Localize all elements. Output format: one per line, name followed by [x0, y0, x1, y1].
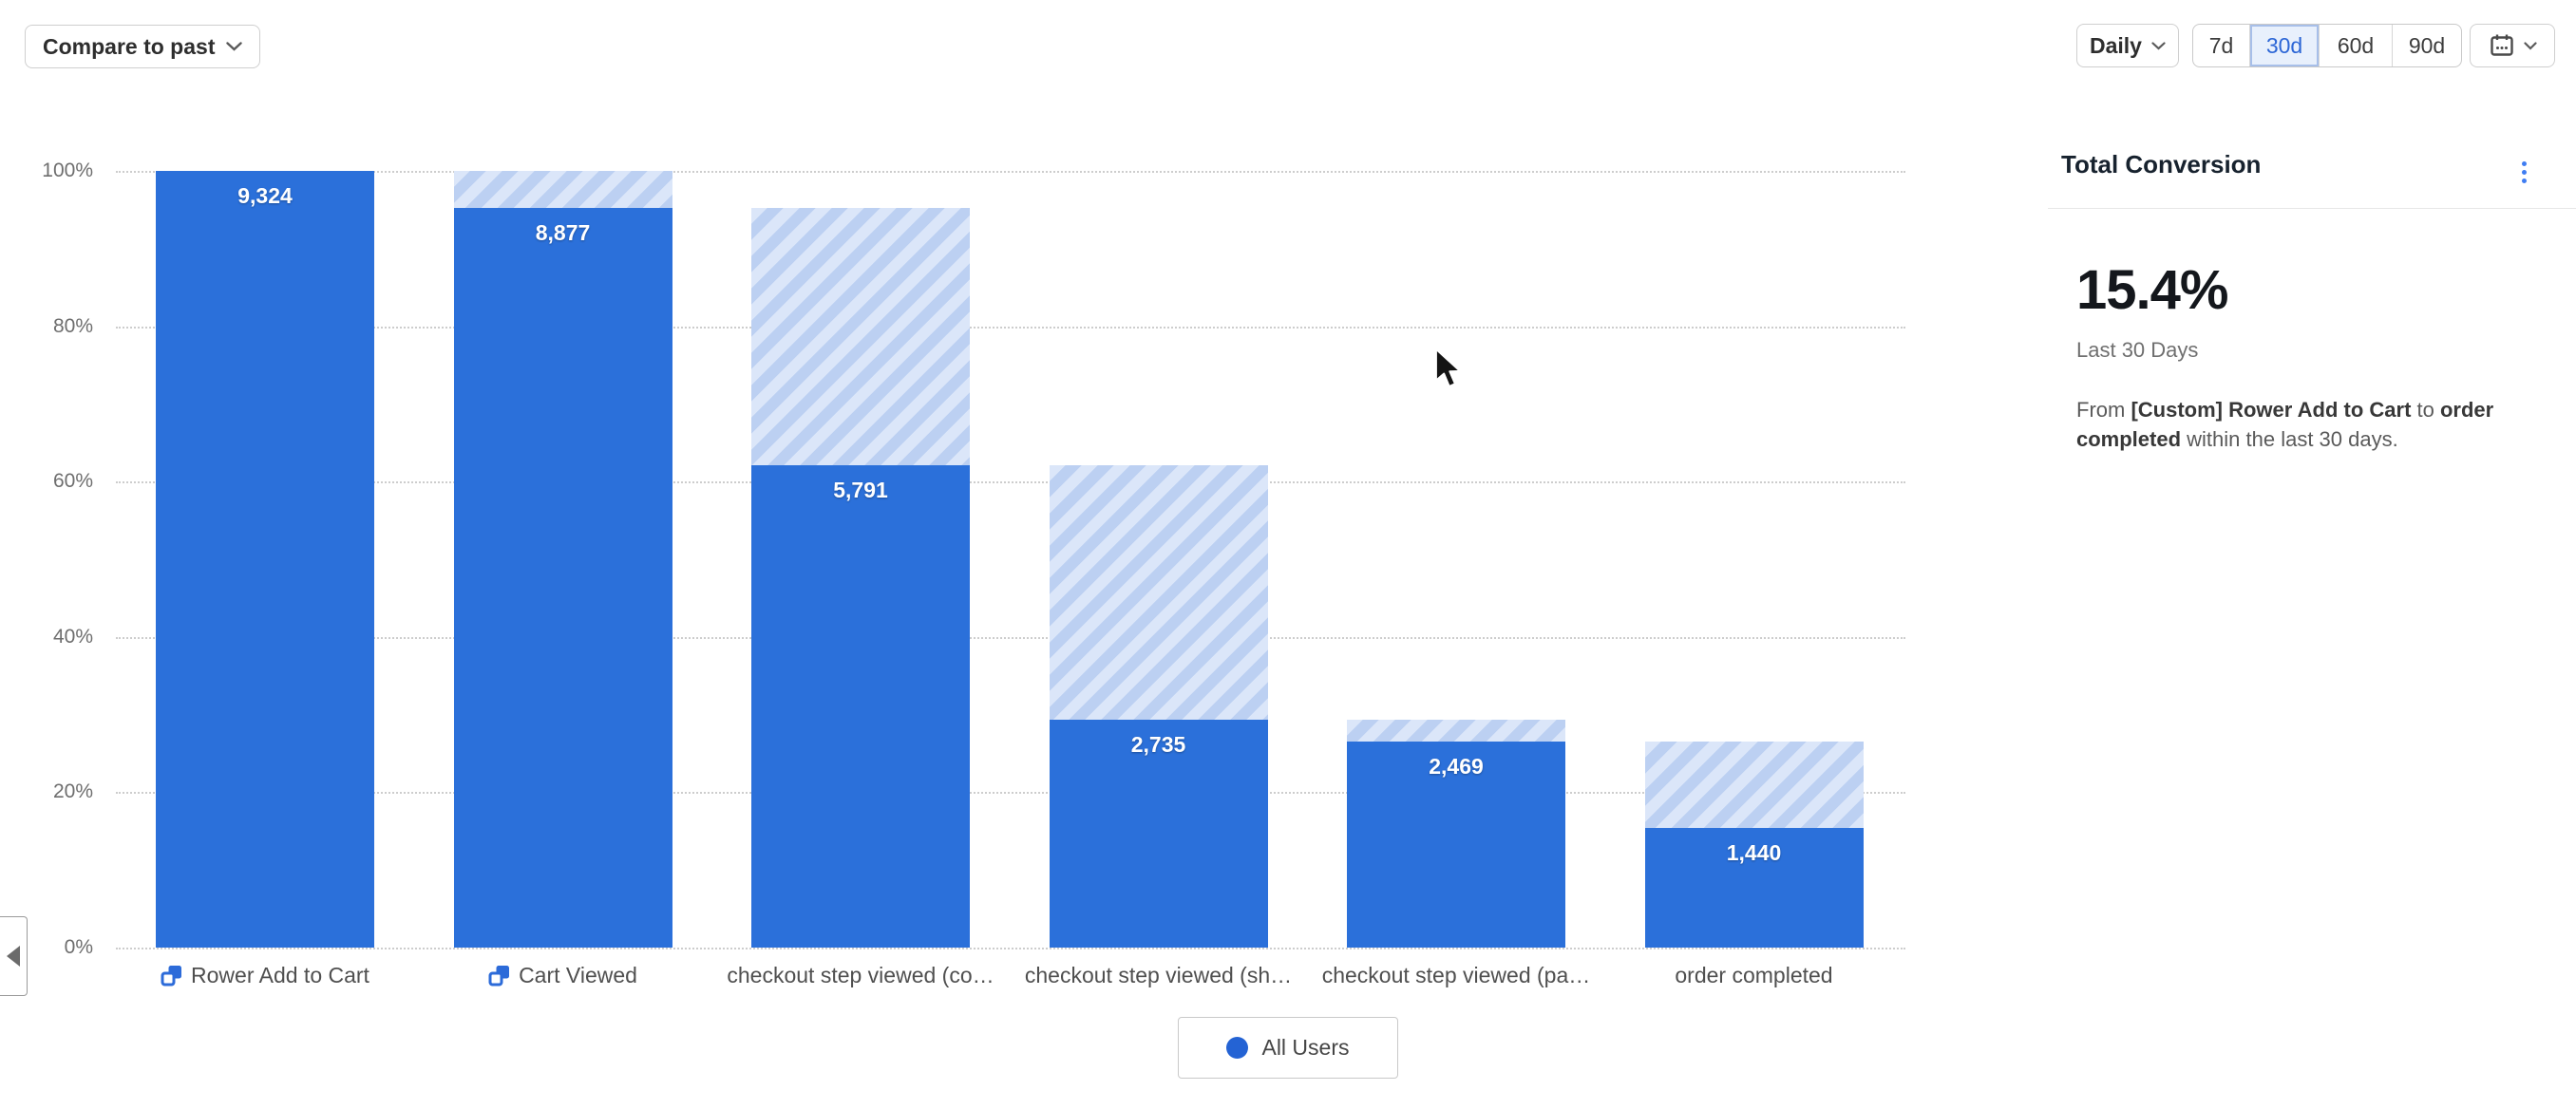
- bar-hatch-segment[interactable]: [1644, 742, 1864, 829]
- gridline: [116, 948, 1905, 949]
- y-axis-label: 80%: [52, 314, 93, 337]
- compare-to-past-button[interactable]: Compare to past: [25, 25, 261, 68]
- bar-value-label: 8,877: [535, 220, 591, 246]
- legend-chip[interactable]: All Users: [1178, 1017, 1398, 1079]
- funnel-bar[interactable]: 9,324: [156, 171, 374, 948]
- y-axis-label: 0%: [64, 936, 93, 958]
- legend-color-dot: [1226, 1037, 1249, 1059]
- granularity-label: Daily: [2090, 32, 2142, 58]
- range-90d-button[interactable]: 90d: [2392, 25, 2461, 66]
- bar-value-label: 1,440: [1726, 840, 1782, 866]
- gridline: [116, 481, 1905, 484]
- range-30d-button[interactable]: 30d: [2249, 25, 2319, 66]
- bar-value-label: 2,735: [1130, 732, 1186, 758]
- funnel-bar[interactable]: 2,735: [1049, 720, 1268, 948]
- bar-hatch-segment[interactable]: [1347, 720, 1565, 742]
- granularity-dropdown[interactable]: Daily: [2076, 24, 2179, 67]
- range-7d-button[interactable]: 7d: [2208, 32, 2234, 58]
- mouse-cursor: [1435, 348, 1461, 387]
- more-options-button[interactable]: [2508, 156, 2540, 188]
- bar-hatch-segment[interactable]: [453, 171, 672, 209]
- x-axis-label: checkout step viewed (pa…: [1321, 963, 1591, 987]
- y-axis-label: 40%: [52, 625, 93, 648]
- bar-value-label: 2,469: [1429, 754, 1484, 780]
- y-axis-label: 20%: [52, 780, 93, 803]
- range-60d-button[interactable]: 60d: [2319, 25, 2392, 66]
- gridline: [116, 636, 1905, 639]
- summary-divider: [2048, 208, 2576, 209]
- summary-title: Total Conversion: [2061, 150, 2262, 179]
- custom-event-icon: [161, 966, 182, 987]
- compare-to-past-label: Compare to past: [43, 33, 216, 59]
- funnel-bar[interactable]: 8,877: [453, 208, 672, 948]
- x-axis-label: checkout step viewed (co…: [727, 963, 994, 987]
- calendar-icon: [2490, 34, 2513, 56]
- gridline: [116, 326, 1905, 329]
- collapse-panel-button[interactable]: [0, 916, 28, 996]
- summary-period: Last 30 Days: [2076, 338, 2199, 362]
- chevron-down-icon: [2523, 41, 2537, 50]
- calendar-button[interactable]: [2470, 24, 2555, 67]
- collapse-arrow-icon: [7, 946, 20, 967]
- x-axis-label: checkout step viewed (sh…: [1024, 963, 1293, 987]
- chevron-down-icon: [226, 42, 243, 51]
- x-axis-label: Rower Add to Cart: [117, 963, 413, 988]
- chevron-down-icon: [2151, 41, 2166, 49]
- funnel-bar[interactable]: 5,791: [751, 465, 970, 948]
- bar-hatch-segment[interactable]: [1049, 465, 1268, 721]
- legend-label: All Users: [1261, 1035, 1350, 1060]
- y-axis-label: 60%: [52, 470, 93, 493]
- gridline: [116, 171, 1905, 173]
- total-conversion-value: 15.4%: [2076, 259, 2228, 321]
- summary-description: From [Custom] Rower Add to Cart to order…: [2076, 398, 2494, 451]
- funnel-bar[interactable]: 1,440: [1644, 828, 1864, 948]
- y-axis-label: 100%: [42, 160, 93, 181]
- date-range-segmented-control: 7d 30d 60d 90d: [2192, 24, 2462, 67]
- funnel-bar[interactable]: 2,469: [1347, 742, 1565, 948]
- bar-value-label: 5,791: [833, 478, 888, 503]
- x-axis-label: Cart Viewed: [415, 963, 711, 988]
- gridline: [116, 792, 1905, 795]
- kebab-menu-icon: [2521, 160, 2527, 166]
- bar-value-label: 9,324: [237, 183, 293, 208]
- custom-event-icon: [488, 966, 510, 987]
- bar-hatch-segment[interactable]: [751, 208, 970, 465]
- x-axis-label: order completed: [1675, 963, 1833, 987]
